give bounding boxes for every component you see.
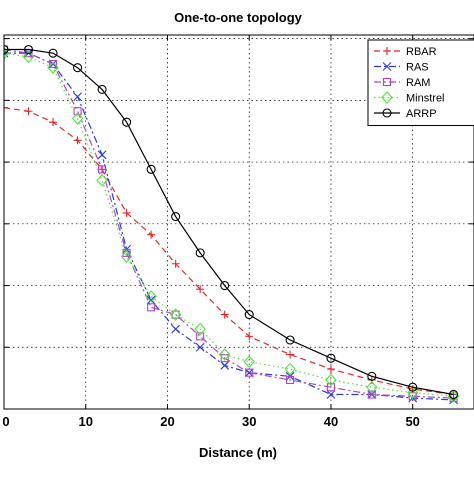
data-point-ram <box>171 310 180 319</box>
legend-label: ARRP <box>406 108 437 120</box>
data-point-arrp <box>195 248 205 258</box>
data-point-minstrel <box>145 290 157 303</box>
data-point-minstrel <box>325 373 337 387</box>
legend-label: Minstrel <box>406 93 445 105</box>
data-point-arrp <box>285 335 295 345</box>
x-axis-label: Distance (m) <box>199 445 277 460</box>
data-point-ram <box>367 390 376 399</box>
data-point-arrp <box>146 164 156 174</box>
data-point-minstrel <box>71 112 84 125</box>
data-point-minstrel <box>120 250 133 263</box>
data-point-rbar <box>286 350 295 359</box>
data-point-rbar <box>220 310 229 319</box>
data-point-ram <box>408 392 417 401</box>
data-point-rbar <box>196 285 205 294</box>
legend-label: RAS <box>406 62 429 74</box>
series-layer <box>4 44 460 405</box>
data-point-arrp <box>449 389 459 400</box>
data-point-rbar <box>49 118 58 127</box>
series-arrp <box>4 44 459 400</box>
data-point-ram <box>220 354 229 363</box>
chart-title: One-to-one topology <box>174 10 303 25</box>
data-point-ras <box>195 342 205 352</box>
data-point-minstrel <box>194 322 206 336</box>
data-point-arrp <box>171 212 181 222</box>
data-point-minstrel <box>366 380 378 394</box>
data-point-rbar <box>147 230 156 239</box>
legend-marker <box>382 62 392 71</box>
series-line-ras <box>4 52 454 401</box>
data-point-ras <box>171 324 181 334</box>
data-point-arrp <box>367 371 377 381</box>
data-point-arrp <box>408 382 418 392</box>
data-point-arrp <box>4 44 9 55</box>
data-point-ram <box>122 248 131 257</box>
legend-entry-ras: RAS <box>374 62 429 74</box>
legend-entry-rbar: RBAR <box>374 46 437 58</box>
axis-ticks: 0 10 20 30 40 50 <box>2 35 474 429</box>
data-point-ras <box>244 368 254 378</box>
legend-entry-arrp: ARRP <box>374 108 437 120</box>
data-point-ram <box>98 165 107 174</box>
data-point-minstrel <box>284 362 296 376</box>
data-point-ras <box>326 390 336 399</box>
legend-label: RBAR <box>406 46 437 58</box>
series-line-rbar <box>4 107 454 396</box>
data-point-arrp <box>97 84 107 95</box>
legend-marker <box>381 91 393 104</box>
series-line-ram <box>4 48 454 399</box>
data-point-minstrel <box>218 348 231 361</box>
x-tick-label: 40 <box>324 414 338 429</box>
series-line-arrp <box>4 48 454 396</box>
data-point-arrp <box>48 48 58 58</box>
series-minstrel <box>4 46 460 403</box>
data-point-arrp <box>326 353 336 363</box>
data-point-rbar <box>24 107 33 116</box>
x-tick-label: 50 <box>405 414 419 429</box>
legend-marker <box>383 47 391 55</box>
data-point-ram <box>196 332 205 341</box>
plot-frame <box>3 34 474 410</box>
data-point-minstrel <box>22 50 35 64</box>
data-point-arrp <box>23 44 34 55</box>
data-point-ras <box>97 150 107 160</box>
data-point-arrp <box>122 117 132 127</box>
data-point-rbar <box>245 332 254 341</box>
data-point-minstrel <box>243 355 255 369</box>
data-point-rbar <box>326 365 335 374</box>
data-point-rbar <box>4 103 8 112</box>
data-point-rbar <box>73 136 82 145</box>
data-point-rbar <box>171 259 180 268</box>
x-tick-label: 0 <box>2 414 9 429</box>
data-point-ras <box>146 295 156 305</box>
data-point-minstrel <box>406 386 419 399</box>
legend-marker <box>382 77 392 87</box>
data-point-arrp <box>244 310 254 320</box>
data-point-minstrel <box>96 173 108 187</box>
data-point-ras <box>73 92 82 102</box>
data-point-ram <box>326 383 336 392</box>
legend-label: RAM <box>406 77 430 89</box>
data-point-minstrel <box>169 308 182 321</box>
legend-box <box>367 39 474 126</box>
data-point-arrp <box>220 280 230 291</box>
legend-entry-minstrel: Minstrel <box>374 91 445 105</box>
x-tick-label: 20 <box>160 414 174 429</box>
data-point-arrp <box>73 63 83 73</box>
data-point-ram <box>286 375 295 385</box>
legend: RBAR RAS RAM Minstrel ARRP <box>367 39 474 126</box>
data-point-ram <box>245 368 254 377</box>
legend-marker <box>382 108 392 118</box>
x-tick-label: 30 <box>242 414 256 429</box>
x-tick-label: 10 <box>79 414 93 429</box>
legend-entry-ram: RAM <box>374 77 430 89</box>
data-point-minstrel <box>47 61 59 74</box>
data-point-ram <box>147 303 156 312</box>
data-point-ram <box>48 59 58 69</box>
data-point-rbar <box>122 208 131 217</box>
data-point-ras <box>220 361 230 370</box>
